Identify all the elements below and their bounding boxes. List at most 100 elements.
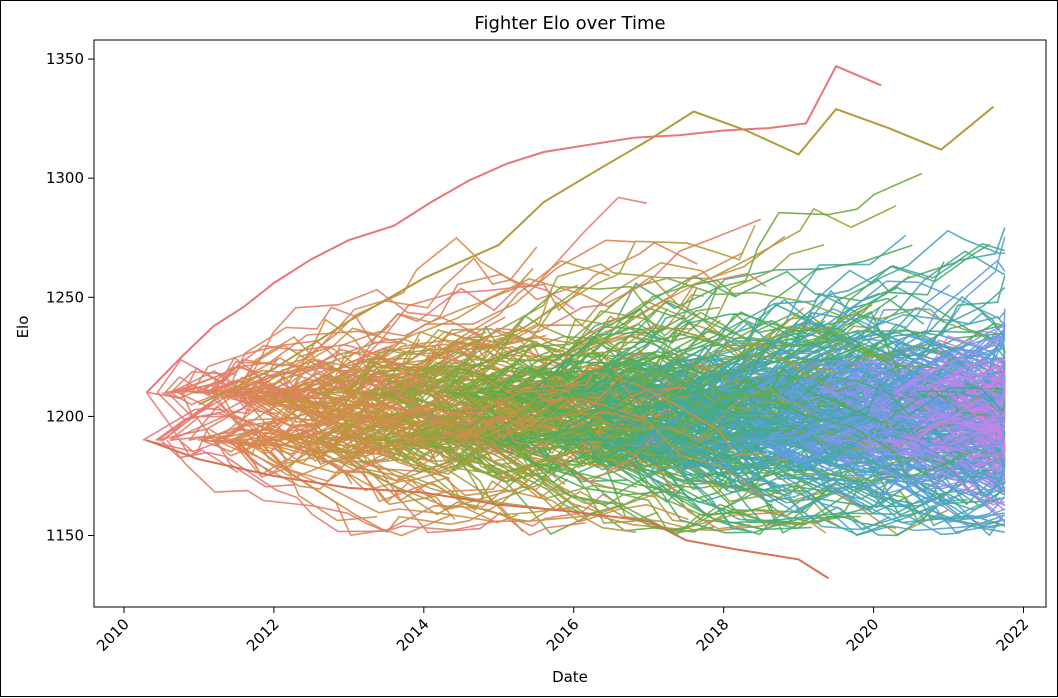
- fighter-elo-line: [597, 392, 800, 441]
- fighter-elo-line: [823, 424, 1006, 487]
- fighter-elo-line: [600, 286, 1006, 441]
- fighter-elo-line-outlier: [198, 105, 995, 406]
- fighter-elo-line: [369, 380, 476, 405]
- fighter-elo-line: [798, 391, 903, 443]
- fighter-elo-line: [170, 370, 237, 394]
- fighter-elo-line: [578, 367, 1006, 431]
- fighter-elo-line: [157, 196, 647, 441]
- x-tick-label: 2012: [243, 615, 283, 655]
- fighter-elo-line: [646, 298, 846, 394]
- fighter-elo-line: [653, 439, 1006, 527]
- fighter-elo-line: [469, 400, 543, 441]
- fighter-elo-line: [725, 364, 1006, 416]
- fighter-elo-line: [501, 406, 793, 459]
- fighter-elo-line: [482, 439, 637, 488]
- fighter-elo-line: [265, 356, 422, 404]
- x-tick-label: 2010: [93, 615, 133, 655]
- fighter-elo-line: [387, 439, 434, 459]
- fighter-elo-line: [254, 368, 789, 462]
- fighter-elo-line: [881, 417, 1005, 454]
- fighter-elo-line: [254, 359, 350, 394]
- fighter-elo-line: [654, 439, 980, 536]
- fighter-elo-line: [466, 373, 823, 462]
- fighter-elo-line: [660, 229, 1005, 394]
- y-axis: 1150 1200 1250 1300 1350: [46, 50, 94, 545]
- series-lines: [142, 172, 1006, 537]
- fighter-elo-line: [545, 400, 623, 441]
- fighter-elo-line-outlier: [146, 439, 830, 580]
- x-axis-label: Date: [552, 668, 588, 686]
- fighter-elo-line: [822, 391, 1006, 460]
- fighter-elo-line: [310, 224, 756, 394]
- fighter-elo-line: [821, 381, 1006, 472]
- fighter-elo-line: [784, 361, 1006, 427]
- highlighted-series-lines: [145, 64, 995, 580]
- fighter-elo-line: [254, 439, 602, 534]
- x-tick-label: 2020: [843, 615, 883, 655]
- fighter-elo-line: [227, 439, 390, 479]
- fighter-elo-line: [620, 227, 1006, 394]
- fighter-elo-line: [768, 421, 1006, 493]
- y-tick-label: 1150: [46, 527, 84, 545]
- fighter-elo-line: [536, 294, 898, 394]
- y-tick-label: 1200: [46, 407, 84, 425]
- fighter-elo-line: [564, 295, 1006, 404]
- fighter-elo-line: [542, 436, 1006, 537]
- x-tick-label: 2016: [543, 615, 583, 655]
- fighter-elo-line: [403, 383, 541, 412]
- fighter-elo-line: [516, 366, 992, 441]
- fighter-elo-line: [684, 438, 891, 531]
- fighter-elo-line: [909, 374, 1006, 394]
- fighter-elo-line: [218, 353, 623, 447]
- y-tick-label: 1300: [46, 169, 84, 187]
- fighter-elo-line: [388, 299, 876, 394]
- fighter-elo-line: [754, 439, 943, 499]
- fighter-elo-line: [144, 439, 296, 488]
- fighter-elo-line: [282, 392, 764, 497]
- fighter-elo-line: [507, 244, 913, 394]
- fighter-elo-line: [755, 396, 1006, 464]
- fighter-elo-line: [395, 429, 866, 474]
- fighter-elo-line: [524, 439, 629, 483]
- fighter-elo-line: [863, 391, 1006, 429]
- fighter-elo-line: [596, 439, 935, 536]
- fighter-elo-line: [792, 385, 910, 441]
- plot-area: [93, 39, 1047, 608]
- fighter-elo-line: [501, 310, 902, 394]
- y-tick-label: 1350: [46, 50, 84, 68]
- fighter-elo-line: [460, 439, 705, 490]
- chart-title: Fighter Elo over Time: [474, 13, 665, 34]
- fighter-elo-line-outlier: [145, 64, 882, 394]
- fighter-elo-line: [646, 391, 1001, 527]
- fighter-elo-line: [444, 378, 609, 441]
- fighter-elo-line: [748, 432, 1006, 479]
- fighter-elo-line: [441, 335, 887, 400]
- fighter-elo-line: [191, 339, 388, 394]
- fighter-elo-line: [287, 439, 473, 501]
- x-tick-label: 2014: [393, 615, 433, 655]
- fighter-elo-line: [397, 391, 659, 525]
- fighter-elo-line: [346, 386, 787, 442]
- x-tick-label: 2018: [693, 615, 733, 655]
- fighter-elo-line: [319, 439, 511, 511]
- fighter-elo-line: [156, 392, 342, 421]
- fighter-elo-line: [893, 356, 1006, 412]
- fighter-elo-line: [170, 357, 279, 395]
- fighter-elo-line: [717, 308, 1006, 394]
- fighter-elo-line: [157, 410, 538, 475]
- fighter-elo-line: [243, 439, 827, 534]
- fighter-elo-line: [613, 424, 913, 504]
- fighter-elo-line: [213, 329, 492, 444]
- fighter-elo-line: [585, 411, 756, 460]
- fighter-elo-line: [245, 366, 302, 394]
- fighter-elo-line: [910, 399, 1005, 441]
- fighter-elo-line: [486, 353, 971, 479]
- y-tick-label: 1250: [46, 288, 84, 306]
- fighter-elo-line: [246, 367, 617, 422]
- fighter-elo-line: [543, 375, 1005, 410]
- fighter-elo-line: [327, 439, 582, 516]
- fighter-elo-line: [166, 439, 499, 533]
- fighter-elo-line: [215, 431, 612, 497]
- x-tick-label: 2022: [993, 615, 1033, 655]
